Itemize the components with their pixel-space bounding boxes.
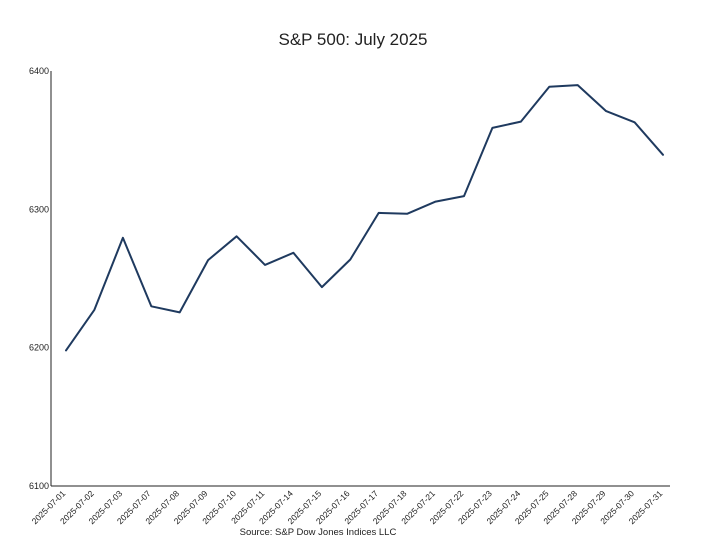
y-tick-label: 6200 [29,343,49,353]
chart-title: S&P 500: July 2025 [278,30,427,49]
source-note: Source: S&P Dow Jones Indices LLC [240,527,397,538]
series-line [65,84,664,352]
x-axis-ticks: 2025-07-012025-07-022025-07-032025-07-07… [30,488,665,526]
y-tick-label: 6300 [29,204,49,214]
y-tick-label: 6100 [29,481,49,491]
y-axis-ticks: 6100 6200 6300 6400 [29,66,49,491]
y-tick-label: 6400 [29,66,49,76]
chart-axes [50,71,670,487]
